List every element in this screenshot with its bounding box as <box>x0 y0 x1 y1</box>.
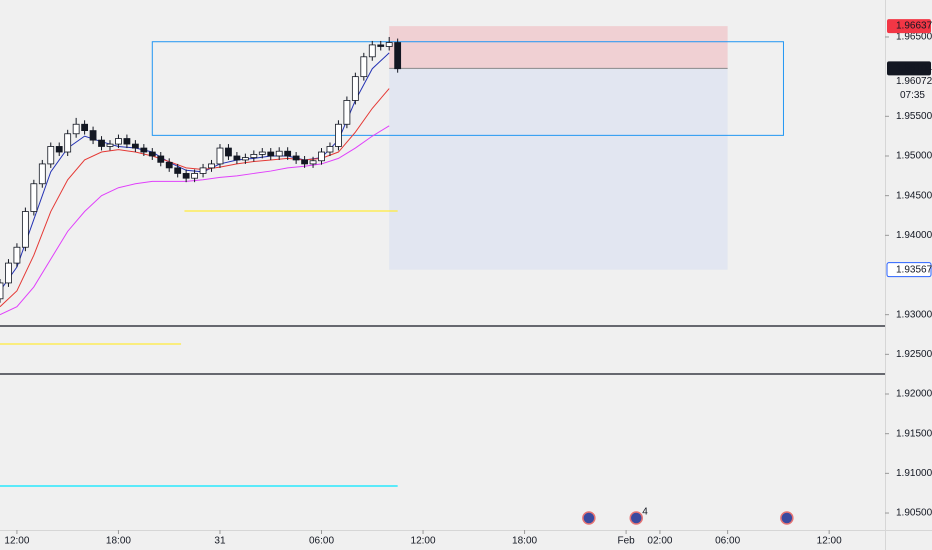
x-tick-label: 18:00 <box>512 536 537 547</box>
candle-body <box>115 138 122 145</box>
countdown: 07:35 <box>900 90 925 101</box>
x-tick-label: 12:00 <box>817 536 842 547</box>
candle-body <box>360 56 368 78</box>
candle-body <box>267 151 275 157</box>
price-label: 1.96072 <box>896 76 932 87</box>
event-icon <box>780 511 794 525</box>
candle-body <box>55 146 63 153</box>
price-label-bg <box>886 262 932 278</box>
candle-body <box>123 138 131 145</box>
candle-body <box>225 147 232 157</box>
candle-body <box>64 133 72 153</box>
candle-body <box>241 157 249 161</box>
candle-body <box>38 163 46 185</box>
candle-body <box>98 139 105 147</box>
candle-body <box>233 155 241 161</box>
x-tick-label: 12:00 <box>4 536 29 547</box>
stop-zone <box>389 26 728 69</box>
candle-body <box>72 123 80 135</box>
y-tick-label: 1.90500 <box>896 508 932 519</box>
candle-body <box>377 44 385 47</box>
candle-body <box>335 123 342 147</box>
price-label-bg <box>887 61 931 76</box>
x-tick-label: 06:00 <box>309 536 334 547</box>
x-tick-label: 31 <box>214 536 226 547</box>
candle-body <box>182 173 190 179</box>
candle-body <box>250 153 258 158</box>
x-tick-label: Feb <box>617 536 635 547</box>
candle-body <box>89 130 97 141</box>
candle-body <box>5 262 12 284</box>
y-tick-label: 1.95500 <box>896 111 932 122</box>
y-tick-label: 1.92500 <box>896 349 932 360</box>
y-tick-label: 1.91000 <box>896 468 932 479</box>
candle-body <box>326 146 334 153</box>
y-tick-label: 1.94000 <box>896 230 932 241</box>
y-tick-label: 1.95000 <box>896 151 932 162</box>
candle-body <box>157 155 165 163</box>
x-tick-label: 02:00 <box>647 536 672 547</box>
candle-body <box>284 150 292 157</box>
candle-body <box>30 183 38 212</box>
candle-body <box>199 167 207 174</box>
y-tick-label: 1.93000 <box>896 309 932 320</box>
x-tick-label: 18:00 <box>106 536 131 547</box>
candle-body <box>258 151 266 155</box>
candle-body <box>131 143 139 149</box>
y-tick-label: 1.94500 <box>896 190 932 201</box>
candle-body <box>318 151 325 162</box>
candle-body <box>292 155 300 161</box>
candle-body <box>140 147 148 153</box>
y-tick-label: 1.96500 <box>896 32 932 43</box>
candle-body <box>208 163 215 169</box>
candle-body <box>368 44 376 58</box>
x-tick-label: 12:00 <box>411 536 436 547</box>
candle-body <box>47 146 55 165</box>
candle-body <box>0 282 4 300</box>
y-tick-label: 1.91500 <box>896 428 932 439</box>
candle-body <box>309 160 317 165</box>
candle-body <box>106 143 114 147</box>
candle-body <box>165 161 173 169</box>
price-label: 1.96104 <box>896 63 932 74</box>
candle-body <box>351 76 359 101</box>
candle-body <box>191 173 198 179</box>
price-label-bg <box>887 19 931 34</box>
event-icon <box>582 511 596 525</box>
candle-body <box>275 150 283 157</box>
price-label: 1.96637 <box>896 21 932 32</box>
event-icon <box>629 511 644 525</box>
candle-body <box>13 246 21 264</box>
candle-body <box>343 100 351 125</box>
y-tick-label: 1.92000 <box>896 389 932 400</box>
candle-body <box>174 167 182 174</box>
target-zone <box>389 68 728 270</box>
x-tick-label: 06:00 <box>715 536 740 547</box>
box-drawing <box>151 41 784 136</box>
price-label: 1.93567 <box>896 264 932 275</box>
candle-body <box>216 147 224 165</box>
event-badge: 4 <box>642 507 648 518</box>
candle-body <box>148 151 156 157</box>
candle-body <box>385 42 393 47</box>
candle-body <box>81 123 89 131</box>
candle-body <box>394 42 402 70</box>
candle-body <box>21 211 29 248</box>
candle-body <box>301 159 308 165</box>
